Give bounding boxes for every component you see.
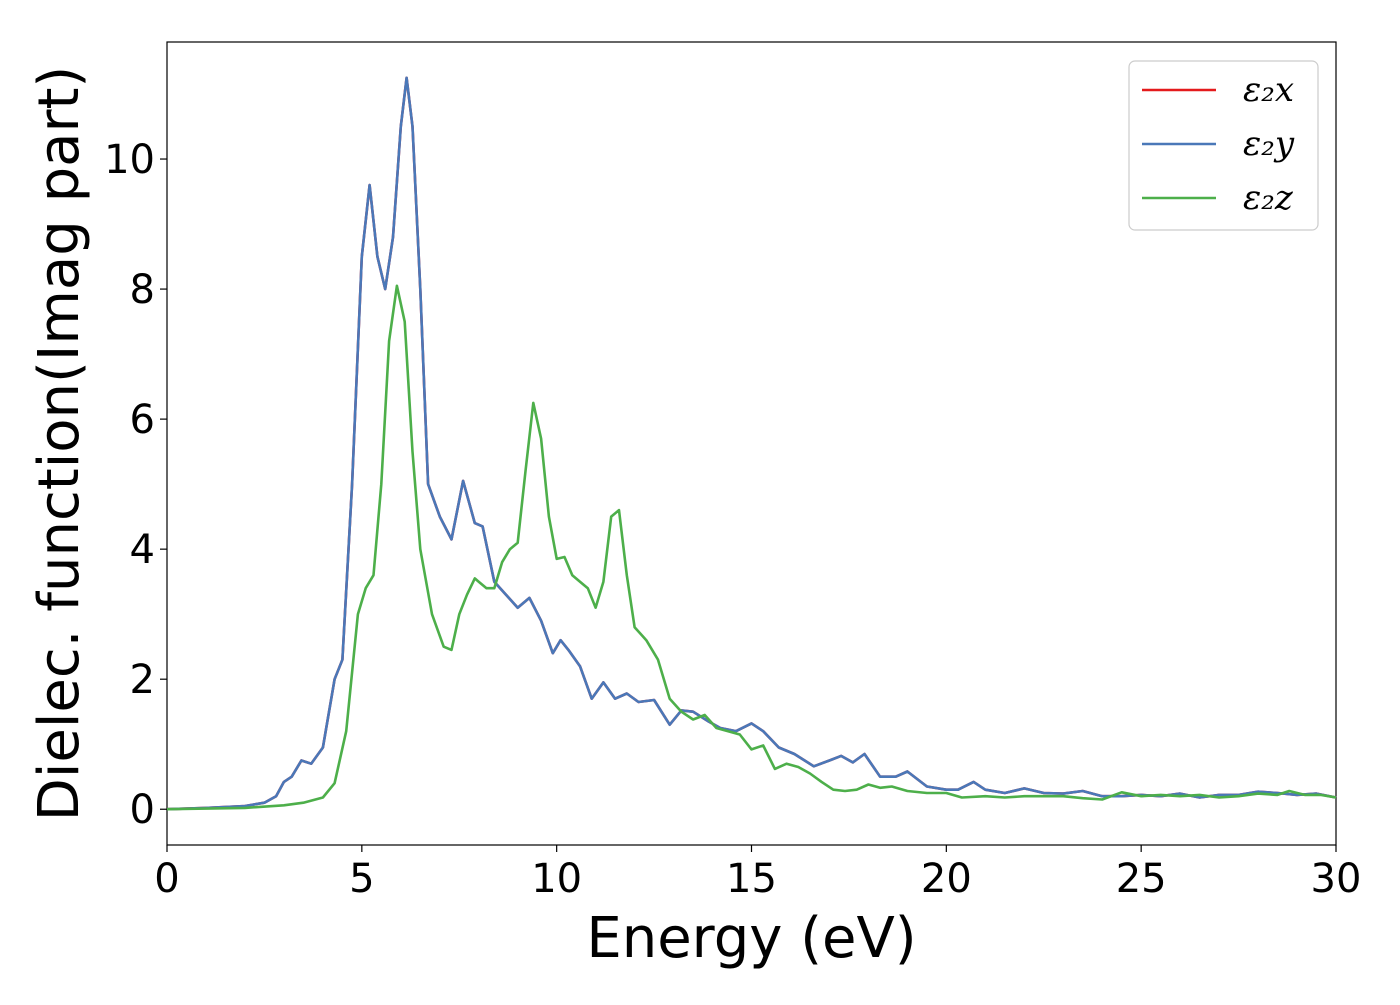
y-tick-label: 0 [130, 787, 155, 833]
x-tick-label: 0 [154, 856, 179, 902]
legend-label-3: ε₂z [1243, 178, 1294, 218]
x-tick-label: 30 [1311, 856, 1362, 902]
y-tick-label: 10 [104, 137, 155, 183]
y-axis-label: Dielec. function(Imag part) [27, 66, 92, 822]
series-line-2 [166, 76, 1337, 811]
y-tick-label: 2 [130, 657, 155, 703]
legend-box [1128, 60, 1319, 231]
x-tick-label: 15 [726, 856, 777, 902]
tick-layer: 0 5 10 15 20 25 30 0 2 4 6 8 10 [104, 137, 1361, 902]
x-tick-label: 5 [349, 856, 374, 902]
series-line-3 [166, 284, 1337, 811]
x-tick-label: 20 [921, 856, 972, 902]
legend: ε₂x ε₂y ε₂z [1128, 60, 1319, 231]
x-tick-label: 25 [1116, 856, 1167, 902]
y-tick-label: 6 [130, 397, 155, 443]
legend-label-1: ε₂x [1243, 70, 1294, 110]
y-tick-label: 8 [130, 267, 155, 313]
y-tick-label: 4 [130, 527, 155, 573]
x-axis-label: Energy (eV) [586, 906, 916, 971]
legend-label-2: ε₂y [1243, 124, 1295, 164]
series-layer [166, 76, 1337, 811]
x-tick-label: 10 [531, 856, 582, 902]
